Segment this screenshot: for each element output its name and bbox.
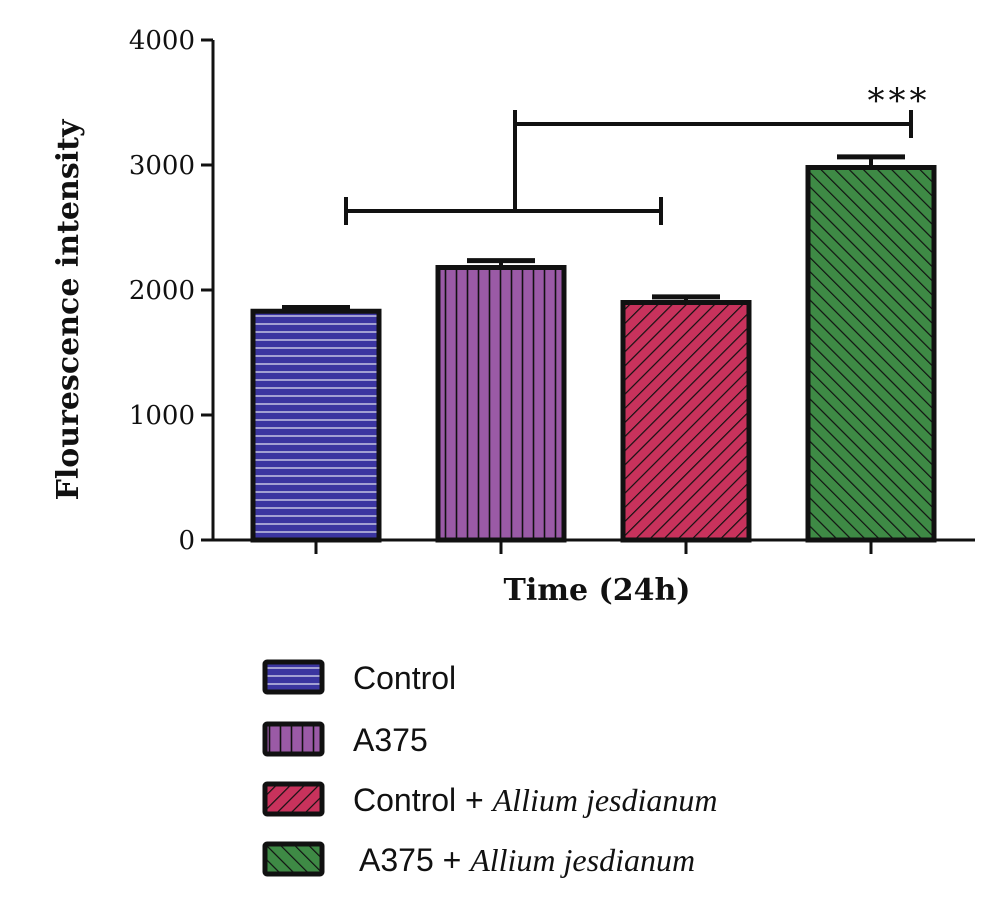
legend-swatch xyxy=(262,721,325,757)
legend-label: Control + Allium jesdianum xyxy=(353,782,718,818)
bar xyxy=(805,165,937,543)
legend-item: A375 xyxy=(262,721,428,758)
legend-item: Control + Allium jesdianum xyxy=(262,781,718,818)
y-axis-title: Flourescence intensity xyxy=(51,118,86,500)
legend-item: A375 + Allium jesdianum xyxy=(262,841,695,878)
bar xyxy=(435,265,567,543)
significance-bracket: *** xyxy=(344,81,931,225)
y-tick-label: 1000 xyxy=(129,401,195,431)
legend-swatch xyxy=(262,841,325,877)
legend-label-plain: Control + xyxy=(353,782,493,818)
legend-label: A375 xyxy=(353,722,428,758)
significance-label: *** xyxy=(868,81,931,121)
legend-label-italic: Allium jesdianum xyxy=(491,782,718,818)
legend-item: Control xyxy=(262,659,456,696)
bar xyxy=(620,300,752,543)
legend-label-plain: Control xyxy=(353,660,456,696)
error-bars xyxy=(282,154,905,312)
legend-swatch xyxy=(262,781,325,817)
y-axis: 0 1000 2000 3000 4000 xyxy=(129,26,215,556)
legend-label-italic: Allium jesdianum xyxy=(468,842,695,878)
legend-label-plain: A375 xyxy=(353,722,428,758)
x-axis-title: Time (24h) xyxy=(504,573,691,608)
y-tick-label: 0 xyxy=(178,526,195,556)
y-tick-label: 2000 xyxy=(129,276,195,306)
bars xyxy=(250,165,937,543)
bar xyxy=(250,308,382,543)
y-tick-label: 3000 xyxy=(129,151,195,181)
legend-swatch xyxy=(262,659,325,695)
legend-label: Control xyxy=(353,660,456,696)
legend-label-plain: A375 + xyxy=(359,842,470,878)
y-tick-label: 4000 xyxy=(129,26,195,56)
legend-label: A375 + Allium jesdianum xyxy=(359,842,695,878)
